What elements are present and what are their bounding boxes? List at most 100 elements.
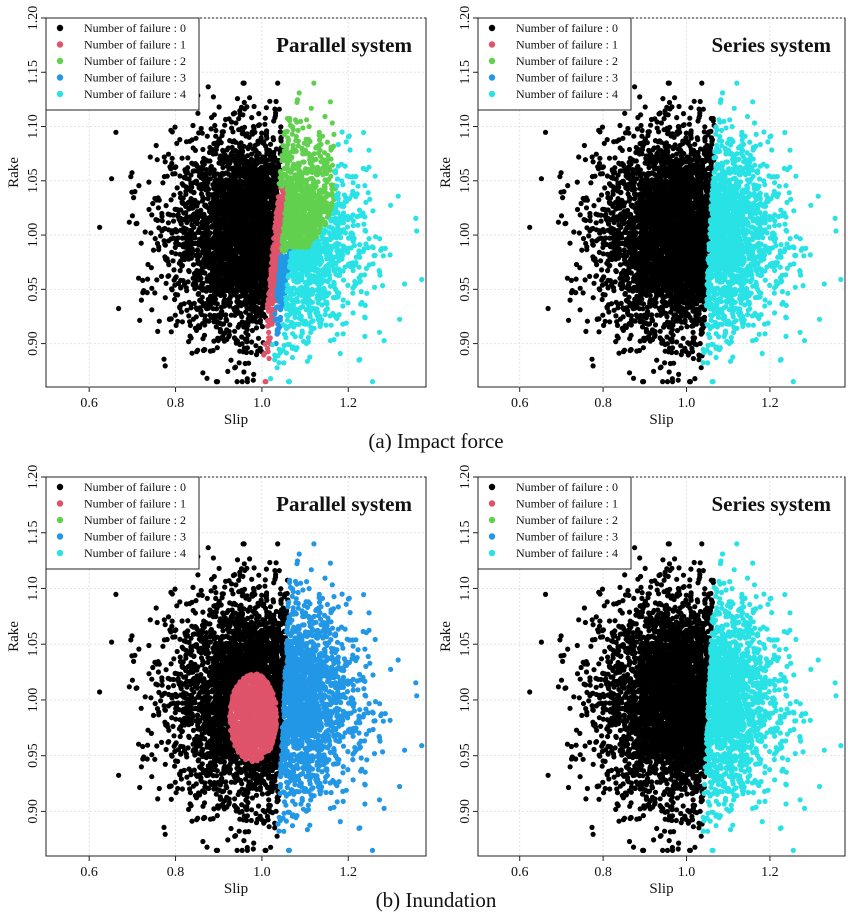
point-failure-0 — [248, 234, 254, 240]
point-failure-0 — [190, 168, 196, 174]
point-failure-0 — [187, 227, 193, 234]
point-failure-0 — [189, 160, 195, 166]
point-failure-2 — [279, 158, 285, 164]
point-failure-0 — [248, 349, 254, 356]
point-failure-0 — [210, 94, 216, 100]
point-failure-2 — [298, 241, 304, 247]
point-failure-0 — [217, 188, 223, 194]
point-failure-0 — [217, 204, 223, 210]
point-failure-2 — [329, 120, 335, 126]
point-failure-4 — [378, 247, 384, 253]
point-failure-0 — [251, 103, 257, 110]
point-failure-2 — [316, 132, 322, 138]
point-failure-0 — [210, 238, 217, 244]
point-failure-0 — [217, 329, 223, 335]
point-failure-0 — [232, 365, 238, 371]
point-failure-4 — [347, 147, 353, 153]
point-failure-1 — [266, 291, 272, 297]
point-failure-0 — [249, 179, 255, 186]
point-failure-0 — [274, 188, 280, 194]
point-failure-2 — [317, 147, 323, 153]
point-failure-0 — [201, 246, 207, 252]
point-failure-1 — [265, 302, 271, 308]
point-failure-4 — [331, 312, 338, 318]
point-failure-4 — [388, 202, 394, 208]
point-failure-0 — [259, 324, 265, 330]
y-tick-label: 1.00 — [26, 223, 41, 248]
point-failure-0 — [226, 221, 232, 227]
point-failure-2 — [323, 166, 329, 172]
point-failure-0 — [221, 298, 227, 304]
point-failure-0 — [234, 379, 240, 385]
point-failure-0 — [224, 163, 231, 169]
point-failure-0 — [255, 122, 261, 129]
point-failure-0 — [174, 185, 180, 191]
point-failure-3 — [277, 298, 283, 304]
point-failure-4 — [355, 183, 361, 189]
point-failure-2 — [282, 129, 288, 135]
point-failure-0 — [257, 306, 263, 312]
point-failure-0 — [263, 173, 269, 179]
point-failure-1 — [264, 345, 271, 352]
point-failure-4 — [334, 246, 341, 252]
point-failure-0 — [262, 121, 268, 127]
point-failure-0 — [258, 264, 264, 270]
point-failure-4 — [381, 338, 387, 344]
point-failure-0 — [152, 236, 158, 242]
point-failure-2 — [304, 142, 311, 148]
point-failure-0 — [169, 287, 175, 293]
point-failure-0 — [253, 308, 259, 314]
point-failure-2 — [322, 113, 328, 120]
point-failure-0 — [198, 260, 204, 266]
point-failure-4 — [272, 357, 278, 363]
point-failure-0 — [246, 209, 252, 215]
point-failure-0 — [204, 275, 210, 281]
point-failure-0 — [241, 188, 247, 194]
point-failure-2 — [321, 150, 328, 156]
point-failure-4 — [322, 312, 328, 318]
point-failure-2 — [296, 168, 302, 174]
point-failure-1 — [275, 242, 281, 248]
point-failure-0 — [228, 174, 234, 180]
point-failure-1 — [265, 339, 271, 345]
point-failure-0 — [245, 199, 251, 205]
point-failure-0 — [275, 80, 281, 86]
point-failure-1 — [279, 196, 285, 202]
point-failure-2 — [306, 124, 312, 130]
point-failure-4 — [303, 307, 309, 313]
point-failure-2 — [296, 90, 302, 96]
point-failure-2 — [282, 239, 288, 246]
point-failure-0 — [253, 286, 259, 292]
point-failure-0 — [241, 292, 247, 299]
point-failure-0 — [146, 179, 152, 185]
point-failure-4 — [327, 276, 333, 282]
point-failure-0 — [169, 249, 175, 255]
point-failure-2 — [291, 161, 297, 167]
point-failure-0 — [204, 236, 210, 242]
point-failure-1 — [273, 210, 279, 216]
point-failure-0 — [148, 230, 154, 236]
point-failure-0 — [225, 368, 231, 374]
point-failure-2 — [296, 213, 302, 219]
point-failure-0 — [129, 213, 135, 219]
point-failure-0 — [255, 224, 261, 230]
point-failure-1 — [270, 294, 276, 300]
point-failure-4 — [350, 285, 356, 291]
point-failure-0 — [238, 233, 245, 239]
point-failure-0 — [171, 267, 177, 273]
point-failure-0 — [128, 174, 134, 180]
point-failure-0 — [172, 296, 178, 303]
point-failure-0 — [256, 111, 262, 117]
point-failure-0 — [257, 196, 263, 202]
point-failure-0 — [200, 280, 206, 286]
point-failure-2 — [293, 137, 299, 144]
point-failure-0 — [165, 220, 171, 226]
point-failure-0 — [225, 212, 232, 218]
point-failure-2 — [284, 225, 290, 231]
point-failure-2 — [294, 201, 300, 207]
point-failure-0 — [188, 172, 194, 178]
point-failure-0 — [197, 268, 203, 274]
point-failure-0 — [146, 206, 152, 213]
point-failure-4 — [285, 379, 292, 385]
point-failure-2 — [318, 141, 324, 147]
